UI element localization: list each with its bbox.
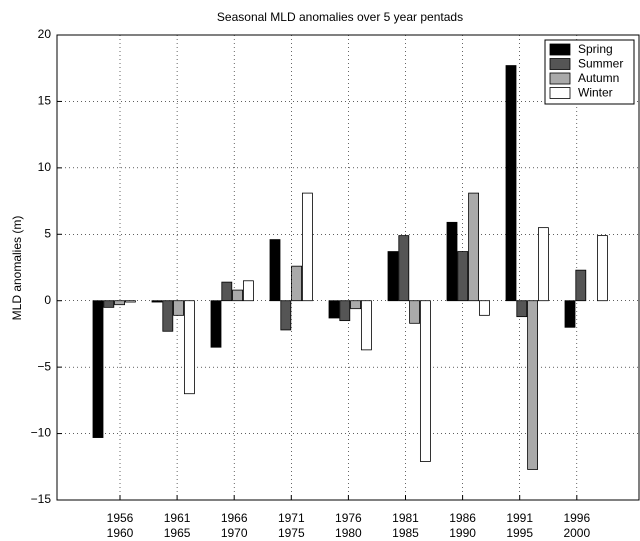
- y-axis-label: MLD anomalies (m): [10, 216, 24, 321]
- bar: [360, 300, 372, 351]
- y-tick-label: 15: [38, 94, 52, 108]
- bar: [125, 300, 136, 303]
- bar: [162, 300, 174, 332]
- y-tick-label: 20: [38, 27, 52, 41]
- bar: [269, 239, 281, 302]
- y-tick-label: 5: [44, 226, 51, 240]
- legend-swatch: [549, 43, 571, 56]
- x-tick-label: 1966 1970: [220, 511, 248, 540]
- bar: [210, 300, 222, 348]
- bar: [516, 300, 528, 318]
- plot-frame: [56, 34, 640, 501]
- legend-swatch: [549, 72, 571, 85]
- bar: [301, 192, 313, 302]
- x-tick-label: 1956 1960: [106, 511, 134, 540]
- legend-label: Summer: [578, 57, 623, 71]
- bar: [339, 300, 351, 322]
- bar: [419, 300, 431, 462]
- bar: [242, 280, 254, 302]
- bar: [468, 192, 480, 302]
- bar: [527, 300, 538, 470]
- legend-label: Spring: [578, 42, 613, 56]
- bar: [103, 300, 115, 308]
- bar: [538, 227, 549, 302]
- x-tick-label: 1961 1965: [163, 511, 191, 540]
- y-tick-label: −10: [31, 426, 52, 440]
- bar: [564, 300, 576, 328]
- bar: [387, 251, 399, 302]
- bar: [114, 300, 125, 306]
- bar: [151, 300, 163, 303]
- y-tick-label: −15: [31, 492, 52, 506]
- bar: [221, 281, 233, 302]
- y-tick-label: 0: [44, 293, 51, 307]
- legend-label: Autumn: [578, 71, 619, 85]
- bar: [280, 300, 292, 331]
- bar: [409, 300, 421, 324]
- bar: [173, 300, 185, 316]
- legend-label: Winter: [578, 86, 613, 100]
- bar: [92, 300, 104, 438]
- y-tick-label: −5: [37, 359, 51, 373]
- bar: [505, 65, 517, 302]
- bar: [478, 300, 490, 316]
- bar: [446, 221, 458, 302]
- bar: [183, 300, 195, 395]
- x-tick-label: 1991 1995: [506, 511, 534, 540]
- x-tick-label: 1996 2000: [563, 511, 591, 540]
- legend-swatch: [549, 87, 571, 99]
- bar: [575, 269, 587, 302]
- bar: [232, 289, 244, 302]
- bar: [328, 300, 340, 319]
- legend-swatch: [549, 58, 571, 70]
- bar: [398, 235, 410, 302]
- x-tick-label: 1976 1980: [335, 511, 362, 540]
- y-tick-label: 10: [38, 160, 52, 174]
- x-tick-label: 1986 1990: [449, 511, 476, 540]
- bar: [597, 235, 608, 302]
- bar: [457, 251, 469, 302]
- bar: [291, 265, 303, 302]
- bar: [350, 300, 362, 310]
- x-tick-label: 1971 1975: [277, 511, 305, 540]
- chart-title: Seasonal MLD anomalies over 5 year penta…: [217, 10, 463, 24]
- x-tick-label: 1981 1985: [392, 511, 419, 540]
